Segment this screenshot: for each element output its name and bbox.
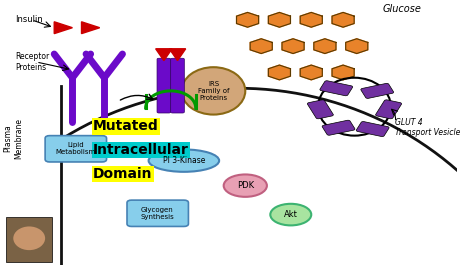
Text: Receptor
Proteins: Receptor Proteins [16,52,50,72]
Polygon shape [237,13,259,27]
FancyBboxPatch shape [375,100,401,119]
Text: Mutated: Mutated [93,119,159,134]
Text: Intracellular: Intracellular [93,143,189,157]
Polygon shape [314,39,336,53]
Text: IRS
Family of
Proteins: IRS Family of Proteins [198,81,229,101]
FancyBboxPatch shape [322,120,355,135]
Ellipse shape [13,226,45,250]
Polygon shape [282,39,304,53]
FancyBboxPatch shape [356,122,389,137]
Ellipse shape [270,204,311,225]
Polygon shape [169,49,186,61]
Text: Akt: Akt [284,210,298,219]
Text: Insulin: Insulin [16,15,43,24]
Text: Lipid
Metabolism: Lipid Metabolism [55,142,96,155]
Text: GLUT 4
Transport Vesicle: GLUT 4 Transport Vesicle [395,118,461,138]
Text: Domain: Domain [93,167,152,181]
Text: Plasma
Membrane: Plasma Membrane [4,118,23,159]
Text: Glucose: Glucose [383,4,422,14]
FancyBboxPatch shape [45,136,107,162]
FancyBboxPatch shape [157,58,171,113]
FancyBboxPatch shape [171,58,184,113]
FancyBboxPatch shape [307,100,333,119]
Text: Glycogen
Synthesis: Glycogen Synthesis [141,207,174,220]
Polygon shape [250,39,272,53]
Ellipse shape [182,67,245,115]
Polygon shape [300,13,322,27]
FancyBboxPatch shape [320,81,353,96]
Polygon shape [82,22,100,34]
Polygon shape [268,13,291,27]
FancyBboxPatch shape [361,83,393,98]
Polygon shape [332,65,354,80]
Ellipse shape [149,149,219,172]
Polygon shape [300,65,322,80]
FancyBboxPatch shape [127,200,189,226]
Polygon shape [268,65,291,80]
FancyBboxPatch shape [7,217,52,262]
Polygon shape [155,49,172,61]
Polygon shape [346,39,368,53]
Ellipse shape [224,174,267,197]
Polygon shape [54,22,73,34]
Text: PI 3-Kinase: PI 3-Kinase [163,156,205,165]
Polygon shape [332,13,354,27]
Text: PDK: PDK [237,181,254,190]
